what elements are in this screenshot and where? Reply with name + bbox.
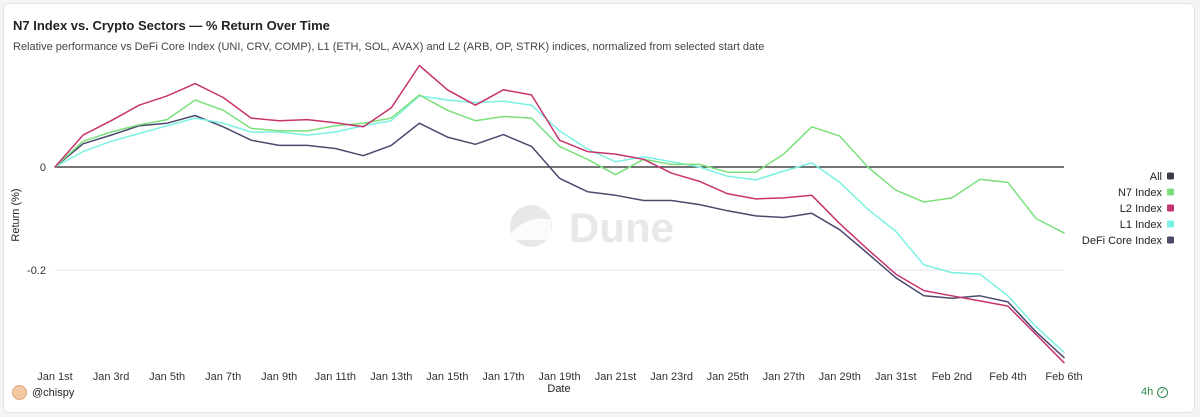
legend-item-defi-core-index[interactable]: DeFi Core Index <box>1082 235 1174 247</box>
legend-label: All <box>1150 171 1162 183</box>
legend-label: DeFi Core Index <box>1082 235 1163 247</box>
x-axis-label: Date <box>547 383 570 395</box>
refresh-status-badge[interactable]: 4h ✓ <box>1141 386 1169 398</box>
chart-card: N7 Index vs. Crypto Sectors — % Return O… <box>3 3 1195 413</box>
series-line-l2-index[interactable] <box>54 64 1065 364</box>
legend-swatch <box>1167 204 1174 212</box>
legend-swatch <box>1167 188 1174 196</box>
check-circle-icon: ✓ <box>1157 386 1169 398</box>
x-tick-label: Jan 29th <box>819 371 861 383</box>
series-line-defi-core-index[interactable] <box>54 114 1065 359</box>
legend-label: L1 Index <box>1120 219 1163 231</box>
author[interactable]: @chispy <box>12 385 74 400</box>
page-title: N7 Index vs. Crypto Sectors — % Return O… <box>13 18 330 33</box>
legend-label: N7 Index <box>1118 187 1163 199</box>
username[interactable]: @chispy <box>32 386 75 399</box>
x-tick-label: Jan 19th <box>538 371 580 383</box>
x-tick-label: Jan 23rd <box>650 371 693 383</box>
legend-item-n7-index[interactable]: N7 Index <box>1118 187 1174 199</box>
series-line-l1-index[interactable] <box>54 95 1065 354</box>
x-tick-label: Feb 6th <box>1045 371 1082 383</box>
refresh-age: 4h <box>1141 386 1154 398</box>
chart-subtitle: Relative performance vs DeFi Core Index … <box>13 41 765 53</box>
legend-swatch <box>1167 172 1174 180</box>
x-tick-label: Jan 31st <box>875 371 917 383</box>
x-tick-label: Jan 11th <box>315 371 356 383</box>
x-tick-label: Feb 2nd <box>932 371 972 383</box>
x-tick-label: Feb 4th <box>989 371 1026 383</box>
legend-item-all[interactable]: All <box>1150 171 1174 183</box>
x-tick-label: Jan 13th <box>370 371 412 383</box>
x-tick-label: Jan 21st <box>595 371 637 383</box>
x-tick-label: Jan 27th <box>763 371 805 383</box>
legend-item-l2-index[interactable]: L2 Index <box>1120 203 1174 215</box>
x-tick-label: Jan 7th <box>205 371 241 383</box>
y-tick-label: 0 <box>40 162 46 174</box>
x-tick-label: Jan 25th <box>707 371 749 383</box>
legend-swatch <box>1167 236 1174 244</box>
avatar <box>12 385 27 400</box>
legend-item-l1-index[interactable]: L1 Index <box>1120 219 1174 231</box>
x-tick-label: Jan 9th <box>261 371 297 383</box>
x-tick-label: Jan 3rd <box>93 371 130 383</box>
legend-label: L2 Index <box>1120 203 1163 215</box>
legend-swatch <box>1167 220 1174 228</box>
dune-logo-icon <box>510 205 552 247</box>
x-tick-label: Jan 1st <box>37 371 72 383</box>
y-tick-label: -0.2 <box>27 265 46 277</box>
y-axis-label: Return (%) <box>10 188 22 241</box>
series-line-n7-index[interactable] <box>54 94 1065 234</box>
x-tick-label: Jan 17th <box>482 371 524 383</box>
dune-watermark: Dune <box>510 204 674 251</box>
watermark-text: Dune <box>569 204 674 251</box>
x-tick-label: Jan 5th <box>149 371 185 383</box>
x-tick-label: Jan 15th <box>426 371 468 383</box>
